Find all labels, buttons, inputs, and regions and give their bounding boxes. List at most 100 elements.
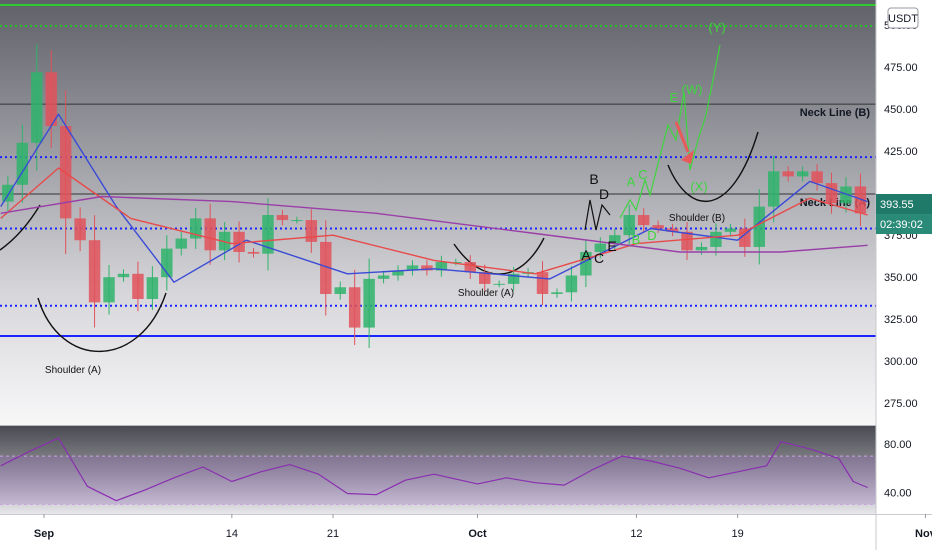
countdown-badge	[876, 214, 932, 235]
triangle-waves	[584, 199, 611, 231]
price-candle-39	[551, 292, 563, 294]
rsi-line	[0, 437, 868, 502]
price-candle-15	[204, 218, 216, 251]
wave-label-green-3: A	[627, 174, 636, 189]
price-candle-35	[493, 283, 505, 285]
price-candle-2	[16, 142, 29, 185]
price-tick-7: 325.00	[884, 314, 918, 326]
price-candle-16	[218, 231, 231, 251]
price-candle-42	[594, 243, 607, 252]
annotations[interactable]	[0, 44, 759, 353]
time-tick-2: 21	[327, 528, 339, 540]
price-candle-59	[840, 186, 852, 204]
projection-arrow-shaft	[674, 121, 690, 153]
price-candle-21	[291, 220, 303, 222]
price-candle-19	[262, 215, 274, 254]
price-candle-49	[695, 246, 708, 251]
shoulder-label-0: Shoulder (A)	[45, 365, 101, 376]
price-candle-22	[305, 220, 318, 242]
price-tick-1: 475.00	[884, 62, 918, 74]
price-candle-56	[796, 171, 809, 177]
projection-arrow-head	[681, 150, 694, 164]
rsi-pane-background	[0, 426, 876, 514]
last-price-badge	[876, 194, 932, 215]
price-candle-11	[146, 277, 159, 300]
time-tick-1: 14	[226, 528, 238, 540]
price-candle-57	[811, 171, 823, 184]
countdown-label: 02:39:02	[880, 219, 923, 231]
price-tick-9: 275.00	[884, 398, 918, 410]
wave-label-green-1: (W)	[682, 82, 703, 97]
wave-label-green-6: D	[647, 228, 656, 243]
shoulder-arc-b	[667, 131, 759, 203]
price-candle-14	[190, 218, 202, 239]
price-candle-9	[117, 273, 130, 278]
price-tick-6: 350.00	[884, 272, 918, 284]
price-tick-3: 425.00	[884, 146, 918, 158]
price-tick-2: 450.00	[884, 104, 918, 116]
rsi-axis[interactable]: 80.00 40.00	[884, 439, 912, 499]
price-candle-6	[74, 218, 86, 241]
price-candle-31	[435, 262, 448, 271]
price-candle-7	[88, 240, 101, 303]
last-price-label: 393.55	[880, 199, 914, 211]
price-candle-55	[782, 171, 794, 177]
price-badges: 393.55 02:39:02	[876, 194, 932, 235]
price-candle-54	[768, 171, 780, 207]
price-candle-27	[377, 275, 390, 279]
price-candle-25	[348, 287, 361, 328]
price-candle-26	[363, 278, 375, 328]
price-candle-45	[637, 215, 650, 226]
drawing-labels: Shoulder (A)Shoulder (A)Shoulder (B)BDA C…	[45, 20, 726, 376]
time-tick-5: 19	[731, 528, 743, 540]
wave-label-green-0: (Y)	[708, 20, 725, 35]
moving-average-2	[0, 195, 868, 253]
price-candle-58	[825, 183, 838, 204]
price-candle-60	[854, 186, 867, 214]
rsi-tick-0: 80.00	[884, 439, 912, 451]
time-tick-6: Nov	[915, 528, 932, 540]
price-candle-18	[247, 251, 260, 254]
price-candle-51	[724, 228, 737, 232]
moving-averages	[0, 113, 868, 283]
rsi-indicator	[0, 437, 876, 505]
price-candle-41	[580, 251, 592, 276]
price-candle-34	[479, 272, 491, 284]
price-candle-46	[652, 225, 664, 229]
currency-label: USDT	[888, 13, 918, 25]
currency-badge-box	[887, 7, 919, 29]
wave-label-green-4: C	[638, 167, 647, 182]
price-candle-20	[276, 215, 289, 221]
moving-average-0	[0, 113, 868, 283]
price-candle-32	[450, 262, 462, 264]
time-tick-0: Sep	[34, 528, 54, 540]
shoulder-arc-left-edge	[0, 204, 41, 251]
wave-label-black-4: E	[607, 238, 616, 254]
rsi-band	[0, 456, 876, 505]
price-candle-33	[464, 262, 476, 273]
shoulder-arc-a-left	[37, 292, 167, 353]
price-tick-8: 300.00	[884, 356, 918, 368]
price-candle-1	[2, 184, 14, 202]
time-tick-4: 12	[630, 528, 642, 540]
wave-label-black-2: A	[581, 247, 591, 263]
price-candle-44	[623, 215, 635, 236]
price-candle-52	[739, 228, 751, 247]
price-candle-23	[320, 241, 332, 294]
price-pane-background	[0, 0, 876, 425]
price-candle-13	[175, 238, 187, 249]
currency-badge[interactable]: USDT	[887, 7, 919, 29]
price-candle-50	[710, 231, 722, 247]
price-candle-36	[507, 273, 520, 284]
moving-average-1	[0, 167, 868, 275]
price-candle-43	[609, 235, 621, 244]
time-axis[interactable]: Sep1421Oct1219Nov91623	[34, 514, 932, 540]
shoulder-label-2: Shoulder (B)	[669, 213, 725, 224]
price-candle-12	[161, 248, 173, 278]
price-candle-48	[681, 231, 693, 251]
wave-label-green-7: (X)	[690, 179, 707, 194]
price-candle-30	[421, 265, 433, 271]
shoulder-label-1: Shoulder (A)	[458, 288, 514, 299]
